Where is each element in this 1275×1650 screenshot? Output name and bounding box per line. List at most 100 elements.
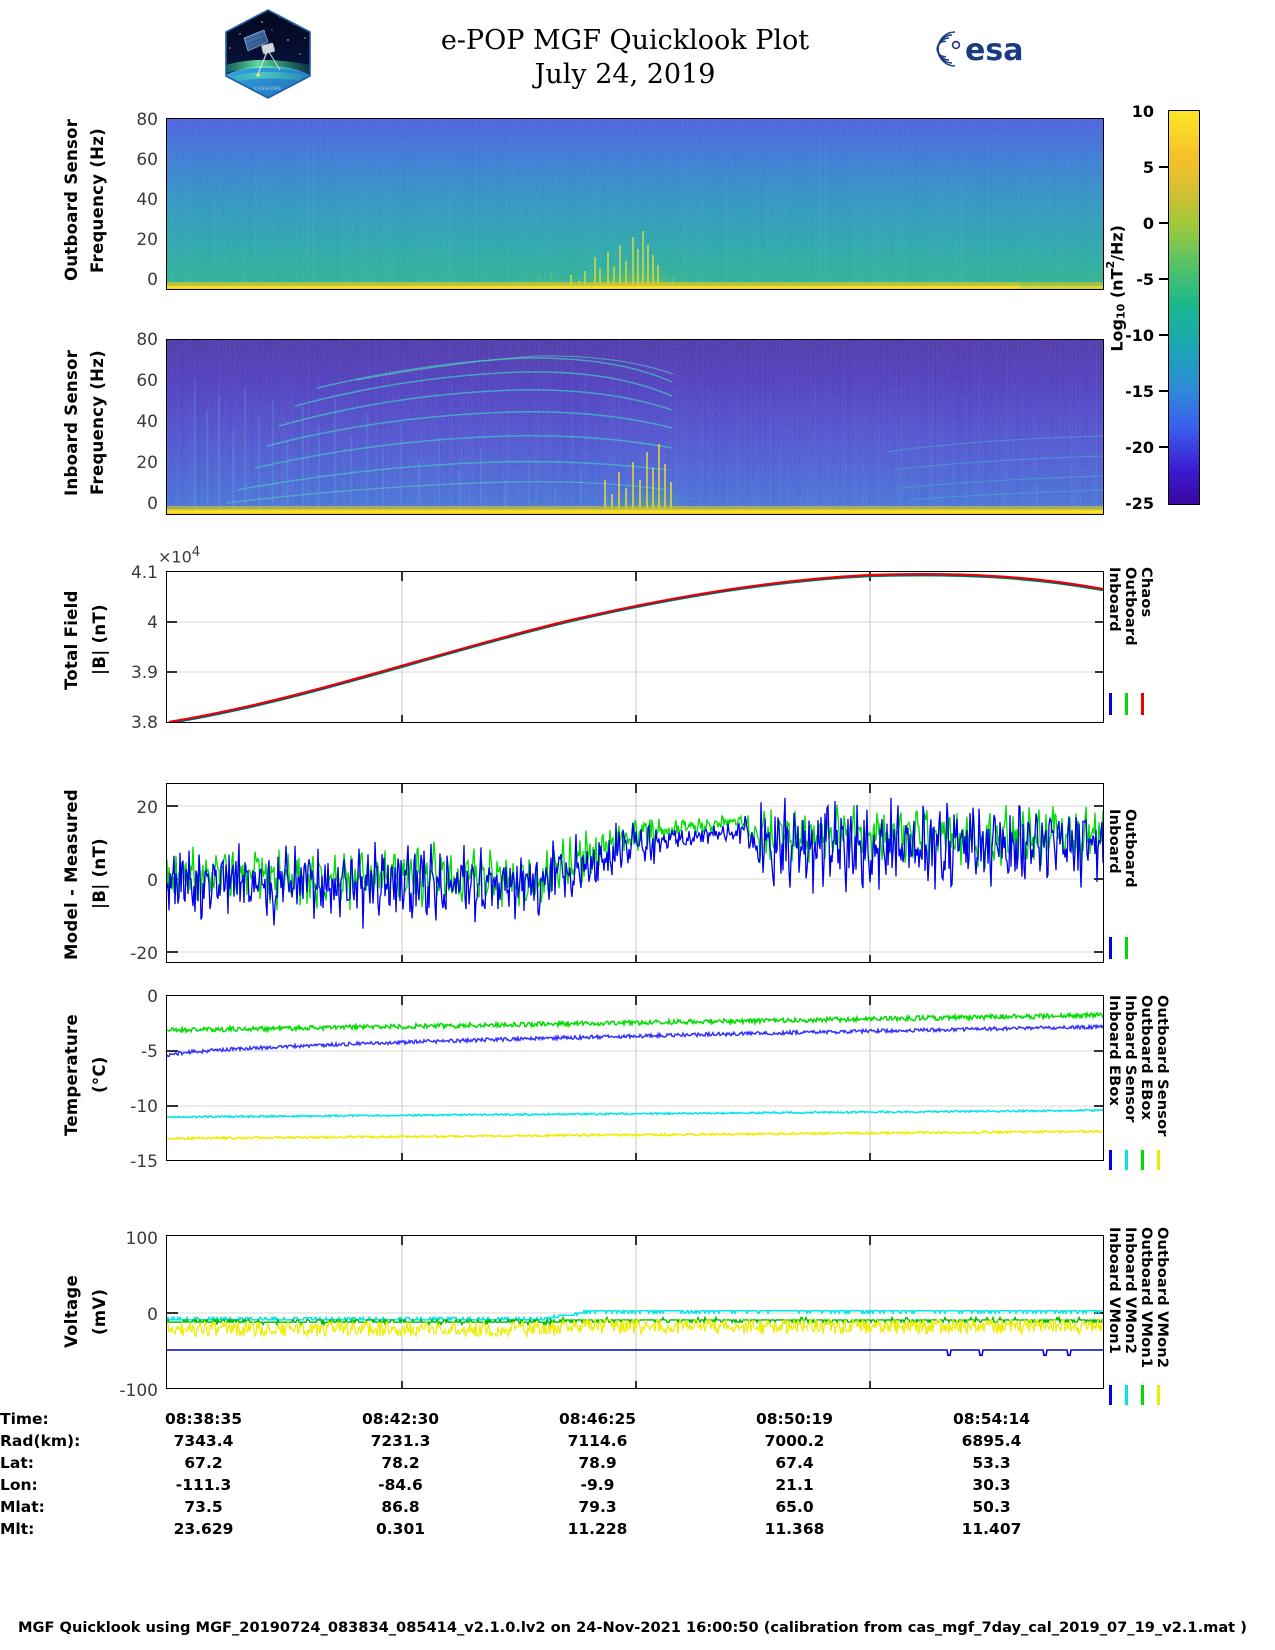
legend-label: Inboard EBox <box>1106 995 1122 1107</box>
legend-swatch <box>1125 1385 1128 1405</box>
legend-swatch <box>1125 1150 1128 1170</box>
colorbar-tick: 10 <box>1131 102 1154 121</box>
temperature-axes <box>166 995 1104 1161</box>
ytick: 60 <box>136 150 158 170</box>
ytick: 60 <box>136 371 158 391</box>
legend-swatch <box>1157 1385 1160 1405</box>
info-cell: 79.3 <box>578 1498 617 1516</box>
ytick: 0 <box>147 871 158 891</box>
legend-swatch <box>1109 1385 1112 1405</box>
panel-ylabel: Model - Measured <box>62 788 81 960</box>
colorbar-tick: -10 <box>1125 326 1154 345</box>
legend-label: Outboard Sensor <box>1154 995 1170 1137</box>
voltage-plot <box>167 1236 1103 1388</box>
ytick: -100 <box>119 1381 158 1401</box>
legend-label: Outboard VMon1 <box>1138 1227 1154 1369</box>
info-row-label: Time: <box>0 1410 49 1428</box>
ytick: 0 <box>147 494 158 514</box>
inboard-spectrogram-image <box>167 340 1103 514</box>
ytick: 20 <box>136 453 158 473</box>
info-row-label: Mlat: <box>0 1498 45 1516</box>
info-cell: 86.8 <box>381 1498 420 1516</box>
model-minus-measured-plot: {"seed":12345} <box>167 784 1103 962</box>
esa-logo: esa <box>925 28 1045 70</box>
model-minus-measured-axes: {"seed":12345} <box>166 783 1104 963</box>
panel-ylabel: Outboard Sensor <box>62 118 81 282</box>
panel-yticks: 20 0 -20 <box>98 775 158 970</box>
legend-label: Inboard Sensor <box>1122 995 1138 1123</box>
info-table-row: Lon: -111.3 -84.6 -9.9 21.1 30.3 <box>0 1474 1090 1496</box>
info-cell: 23.629 <box>173 1520 234 1538</box>
info-row-label: Mlt: <box>0 1520 35 1538</box>
info-cell: 08:42:30 <box>361 1410 440 1428</box>
ytick: 20 <box>136 798 158 818</box>
info-cell: 67.2 <box>184 1454 223 1472</box>
ytick: 80 <box>136 330 158 350</box>
panel-ylabel: Temperature <box>62 1014 81 1136</box>
colorbar-tickmark <box>1159 334 1168 336</box>
info-cell: 30.3 <box>972 1476 1011 1494</box>
svg-text:CASSIOPE: CASSIOPE <box>254 86 282 92</box>
info-cell: -84.6 <box>378 1476 423 1494</box>
panel-yticks: 0 -5 -10 -15 <box>98 985 158 1172</box>
info-table-row: Mlt: 23.629 0.301 11.228 11.368 11.407 <box>0 1518 1090 1540</box>
legend-temperature: Inboard EBox Inboard Sensor Outboard EBo… <box>1106 995 1186 1170</box>
outboard-spectrogram-image <box>167 119 1103 289</box>
total-field-axes <box>166 571 1104 723</box>
info-cell: 7343.4 <box>173 1432 234 1450</box>
info-cell: 7231.3 <box>370 1432 431 1450</box>
panel-yticks: 4.1 4 3.9 3.8 <box>98 545 158 733</box>
legend-swatch <box>1141 1385 1144 1405</box>
colorbar <box>1168 110 1200 505</box>
info-cell: 08:38:35 <box>164 1410 243 1428</box>
info-cell: 78.9 <box>578 1454 617 1472</box>
ytick: 0 <box>147 1305 158 1325</box>
info-table-row: Lat: 67.2 78.2 78.9 67.4 53.3 <box>0 1452 1090 1474</box>
ytick: 0 <box>147 987 158 1007</box>
info-row-label: Lon: <box>0 1476 38 1494</box>
info-cell: 50.3 <box>972 1498 1011 1516</box>
info-cell: 08:54:14 <box>952 1410 1031 1428</box>
colorbar-tick: 5 <box>1142 158 1154 177</box>
info-cell: 7000.2 <box>764 1432 825 1450</box>
info-cell: 6895.4 <box>961 1432 1022 1450</box>
info-table-body: Time: 08:38:35 08:42:30 08:46:25 08:50:19 08:… <box>0 1408 1090 1540</box>
ytick: 3.9 <box>130 663 158 683</box>
spectrogram-axes <box>166 339 1104 515</box>
ytick: 4.1 <box>130 563 158 583</box>
info-cell: 78.2 <box>381 1454 420 1472</box>
legend-swatch <box>1125 937 1128 959</box>
ytick: 4 <box>147 613 158 633</box>
voltage-axes <box>166 1235 1104 1389</box>
legend-label: Inboard <box>1106 567 1122 632</box>
legend-label: Outboard VMon2 <box>1154 1227 1170 1369</box>
panel-outboard-spectrogram: Outboard Sensor Frequency (Hz) 80 60 40 … <box>0 110 1110 290</box>
legend-swatch <box>1125 693 1128 715</box>
ytick: -5 <box>141 1042 158 1062</box>
yaxis-exponent: ×104 <box>158 545 201 567</box>
cassiope-satellite-logo: CASSIOPE <box>222 8 314 100</box>
panel-ylabel: Inboard Sensor <box>62 349 81 496</box>
info-cell: 65.0 <box>775 1498 814 1516</box>
info-cell: 08:50:19 <box>755 1410 834 1428</box>
panel-ylabel-units: Frequency (Hz) <box>88 127 107 273</box>
colorbar-tick: -15 <box>1125 382 1154 401</box>
info-cell: 11.368 <box>764 1520 825 1538</box>
legend-swatch <box>1109 937 1112 959</box>
temperature-plot <box>167 996 1103 1160</box>
colorbar-tickmark <box>1159 222 1168 224</box>
info-row-label: Lat: <box>0 1454 34 1472</box>
page-subtitle-date: July 24, 2019 <box>534 59 716 90</box>
panel-model-minus-measured: Model - Measured |B| (nT) 20 0 -20 <box>0 775 1200 970</box>
panel-ylabel: Voltage <box>62 1275 81 1349</box>
panel-ylabel-units: Frequency (Hz) <box>88 350 107 496</box>
panel-ylabel: Total Field <box>62 590 81 690</box>
legend-total-field: Inboard Outboard Chaos <box>1106 567 1176 727</box>
info-cell: -9.9 <box>580 1476 615 1494</box>
info-cell: 73.5 <box>184 1498 223 1516</box>
colorbar-tick: -25 <box>1125 494 1154 513</box>
spectrogram-axes <box>166 118 1104 290</box>
panel-yticks: 100 0 -100 <box>98 1215 158 1405</box>
info-table-row: Time: 08:38:35 08:42:30 08:46:25 08:50:19 08:… <box>0 1408 1090 1430</box>
info-cell: 0.301 <box>375 1520 426 1538</box>
